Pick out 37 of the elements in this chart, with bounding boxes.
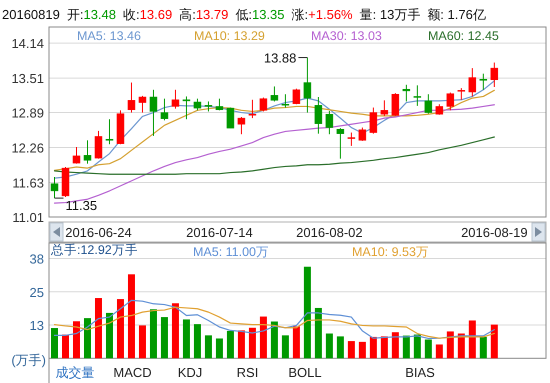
- text: BIAS: [405, 365, 436, 380]
- y-tick-label: 38: [30, 252, 44, 267]
- annotation: 总手:12.92万手: [50, 243, 138, 257]
- x-tick-label: 2016-08-02: [296, 225, 363, 240]
- text: 开:13.48: [66, 7, 116, 22]
- text: BOLL: [288, 365, 322, 380]
- x-tick-label: 2016-07-14: [186, 225, 253, 240]
- y-tick-label: 14.14: [11, 36, 44, 52]
- y-tick-label: 11.63: [12, 176, 44, 191]
- text: 20160819: [2, 7, 60, 22]
- x-tick-label: 2016-08-19: [461, 225, 528, 240]
- y-tick-label: 12.89: [11, 106, 44, 121]
- annotation: 13.88: [264, 50, 296, 66]
- y-tick-label: 25: [30, 284, 44, 300]
- y-tick-label: 13: [30, 318, 44, 334]
- y-tick-label: 13.51: [11, 71, 44, 86]
- text: 高:13.79: [179, 7, 228, 22]
- y-tick-label: 12.26: [11, 140, 44, 156]
- text: RSI: [236, 365, 258, 380]
- text: MA5: 11.00万: [193, 245, 270, 259]
- text: MA30: 13.03: [311, 29, 382, 43]
- text: 额: 1.76亿: [427, 7, 486, 22]
- text: 涨:+1.56%: [292, 7, 354, 22]
- text: KDJ: [178, 365, 202, 380]
- annotation: 11.35: [66, 198, 98, 214]
- text: 量: 13万手: [360, 7, 420, 22]
- text: 成交量: [56, 365, 94, 380]
- x-tick-label: 2016-06-24: [65, 225, 132, 240]
- y-tick-label: 11.01: [12, 210, 44, 225]
- text: MA5: 13.46: [77, 29, 141, 43]
- text: MA10: 9.53万: [352, 245, 429, 259]
- text: 低:13.35: [235, 7, 285, 22]
- text: MA10: 13.29: [194, 29, 265, 43]
- y-axis-title: (万手): [11, 352, 46, 368]
- text: MACD: [113, 365, 152, 380]
- text: MA60: 12.45: [428, 29, 499, 43]
- text: 收:13.69: [123, 7, 172, 22]
